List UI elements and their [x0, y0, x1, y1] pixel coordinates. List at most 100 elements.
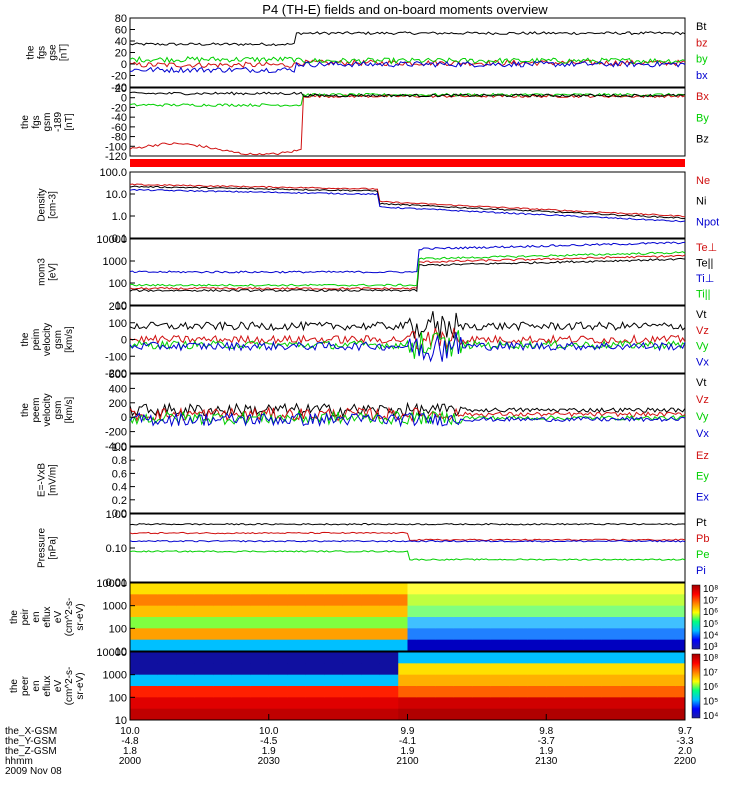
spectrogram-cell: [352, 708, 362, 721]
spectrogram-cell: [222, 583, 233, 595]
spectrogram-cell: [259, 594, 270, 607]
spectrogram-cell: [370, 639, 381, 652]
spectrogram-cell: [259, 628, 270, 641]
spectrogram-cell: [324, 663, 334, 676]
spectrogram-cell: [657, 708, 667, 721]
spectrogram-cell: [666, 652, 677, 664]
legend-entry: Npot: [696, 216, 719, 228]
y-tick-label: -80: [111, 132, 127, 144]
spectrogram-cell: [333, 674, 344, 687]
spectrogram-cell: [407, 617, 418, 629]
spectrogram-cell: [537, 583, 547, 595]
spectrogram-cell: [333, 652, 344, 664]
spectrogram-cell: [139, 674, 149, 687]
spectrogram-cell: [305, 674, 316, 687]
spectrogram-cell: [176, 686, 186, 698]
spectrogram-cell: [481, 686, 492, 698]
x-tick-label: 1.9: [401, 746, 415, 757]
y-tick-label: -200: [105, 368, 127, 380]
y-tick-label: 0.0: [112, 508, 127, 520]
y-axis-label: thepeimvelocitygsm[km/s]: [20, 323, 75, 356]
y-axis-label: thepeemvelocitygsm[km/s]: [20, 393, 75, 426]
spectrogram-cell: [620, 605, 630, 618]
spectrogram-cell: [241, 686, 251, 698]
spectrogram-cell: [148, 605, 159, 618]
spectrogram-cell: [148, 628, 159, 641]
spectrogram-cell: [315, 583, 325, 595]
spectrogram-cell: [546, 594, 556, 607]
spectrogram-cell: [379, 652, 390, 664]
x-tick-label: 2000: [119, 756, 142, 767]
spectrogram-cell: [398, 708, 408, 721]
spectrogram-cell: [564, 594, 575, 607]
spectrogram-cell: [130, 594, 140, 607]
spectrogram-cell: [361, 697, 371, 710]
legend-entry: Vt: [696, 309, 706, 321]
spectrogram-cell: [481, 617, 492, 629]
spectrogram-cell: [361, 594, 371, 607]
spectrogram-cell: [296, 605, 307, 618]
spectrogram-cell: [139, 708, 149, 721]
spectrogram-cell: [352, 594, 362, 607]
colorbar-tick-label: 10⁷: [703, 596, 718, 607]
spectrogram-cell: [268, 617, 279, 629]
spectrogram-cell: [157, 652, 168, 664]
spectrogram-cell: [204, 617, 214, 629]
spectrogram-cell: [546, 697, 556, 710]
spectrogram-cell: [675, 583, 686, 595]
spectrogram-cell: [315, 686, 325, 698]
spectrogram-cell: [546, 663, 556, 676]
spectrogram-cell: [287, 628, 297, 641]
spectrogram-cell: [130, 605, 140, 618]
panel-frame: [129, 17, 686, 88]
spectrogram-cell: [675, 594, 686, 607]
spectrogram-cell: [426, 594, 436, 607]
spectrogram-cell: [250, 639, 260, 652]
spectrogram-cell: [185, 686, 196, 698]
spectrogram-cell: [185, 594, 196, 607]
spectrogram-cell: [509, 605, 519, 618]
spectrogram-cell: [185, 617, 196, 629]
spectrogram-cell: [305, 605, 316, 618]
spectrogram-cell: [213, 652, 223, 664]
spectrogram-cell: [592, 674, 603, 687]
series-line-ti: [129, 251, 686, 287]
spectrogram-cell: [185, 663, 196, 676]
series-line-bz: [129, 91, 686, 98]
spectrogram-cell: [167, 583, 177, 595]
series-line-bx: [129, 94, 686, 156]
spectrogram-cell: [416, 663, 427, 676]
spectrogram-cell: [574, 674, 584, 687]
spectrogram-cell: [583, 652, 593, 664]
spectrogram-cell: [453, 594, 464, 607]
spectrogram-cell: [315, 708, 325, 721]
spectrogram-cell: [620, 686, 630, 698]
y-tick-label: 10.0: [106, 189, 127, 201]
spectrogram-cell: [500, 583, 510, 595]
spectrogram-cell: [213, 605, 223, 618]
y-tick-label: -100: [105, 141, 127, 153]
x-tick-label: -3.3: [676, 736, 694, 747]
legend-entry: Bt: [696, 21, 706, 33]
series-line-pe: [129, 550, 686, 561]
spectrogram-cell: [389, 617, 399, 629]
spectrogram-cell: [259, 605, 270, 618]
x-tick-label: 1.9: [262, 746, 276, 757]
spectrogram-cell: [638, 639, 649, 652]
spectrogram-cell: [222, 594, 233, 607]
spectrogram-cell: [185, 708, 196, 721]
spectrogram-cell: [555, 628, 566, 641]
spectrogram-cell: [666, 605, 677, 618]
spectrogram-cell: [453, 628, 464, 641]
legend-entry: Vy: [696, 341, 709, 353]
spectrogram-cell: [296, 708, 307, 721]
x-tick-label: -3.7: [538, 736, 556, 747]
x-tick-label: 2.0: [678, 746, 692, 757]
spectrogram-cell: [574, 652, 584, 664]
spectrogram-cell: [444, 628, 455, 641]
spectrogram-cell: [444, 697, 455, 710]
series-line-vx: [129, 332, 686, 363]
spectrogram-cell: [620, 652, 630, 664]
spectrogram-cell: [361, 708, 371, 721]
spectrogram-cell: [324, 617, 334, 629]
